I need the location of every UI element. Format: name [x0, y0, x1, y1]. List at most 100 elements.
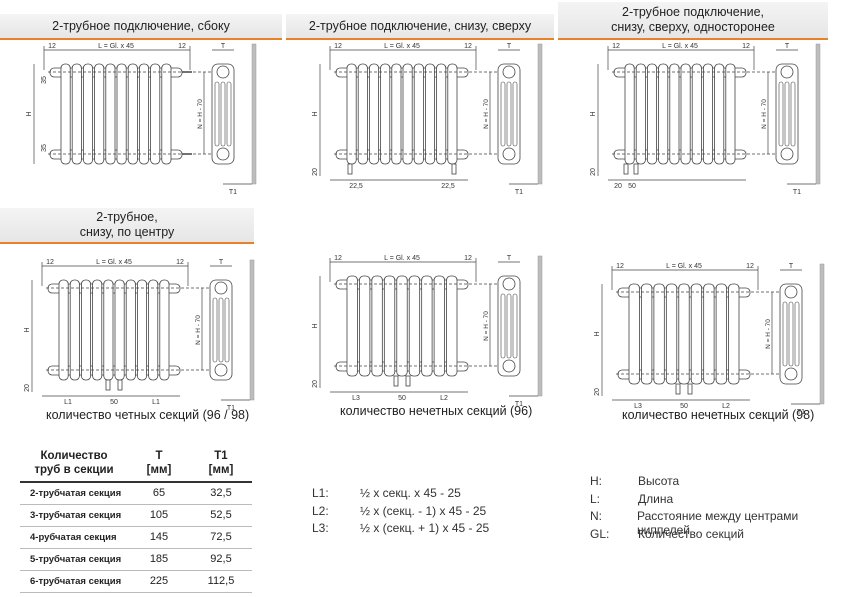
- row-name: 2-трубчатая секция: [20, 482, 128, 505]
- radiator-section: [371, 275, 383, 377]
- radiator-section: [380, 63, 391, 165]
- nipple-bottom-circle: [784, 367, 798, 381]
- dim-label-35-bottom: 35: [41, 144, 48, 152]
- dim-label-t1: T1: [227, 405, 235, 412]
- radiator-section: [391, 63, 402, 165]
- row-t1: 72,5: [190, 526, 252, 549]
- dim-label-12-right: 12: [464, 43, 472, 50]
- side-view-tube: [778, 81, 784, 147]
- nipple-bottom-circle: [502, 147, 516, 161]
- dim-label-height: H: [590, 111, 597, 116]
- radiator-section: [653, 283, 665, 385]
- dim-label-t1: T1: [515, 189, 523, 196]
- col-header-tubes: Количество труб в секции: [20, 447, 128, 483]
- radiator-section: [58, 279, 69, 381]
- dim-label-20: 20: [590, 168, 597, 176]
- header-one-sided-connection-line2: снизу, сверху, односторонее: [611, 20, 775, 34]
- header-center-connection-line2: снизу, по центру: [79, 225, 175, 239]
- dim-label-height: H: [594, 331, 601, 336]
- dim-label-12-right: 12: [742, 43, 750, 50]
- dim-label-22-5-left: 22,5: [349, 183, 363, 190]
- radiator-section: [71, 63, 82, 165]
- formula-key: L3:: [312, 521, 329, 535]
- dim-label-50: 50: [628, 183, 636, 190]
- header-side-connection: 2-трубное подключение, сбоку: [0, 14, 282, 40]
- col-header-t1-line2: [мм]: [208, 464, 234, 476]
- header-one-sided-connection-line1: 2-трубное подключение,: [622, 5, 764, 19]
- valve-connector: [347, 163, 353, 175]
- radiator-section: [346, 275, 358, 377]
- valve-connector: [117, 379, 123, 391]
- legend-value: Высота: [638, 474, 680, 488]
- radiator-section: [69, 279, 80, 381]
- radiator-section: [81, 279, 92, 381]
- col-header-t-line2: [мм]: [146, 464, 172, 476]
- radiator-section: [150, 63, 161, 165]
- radiator-section: [92, 279, 103, 381]
- radiator-section: [94, 63, 105, 165]
- legend-row: L: Длина: [590, 492, 850, 510]
- radiator-section: [148, 279, 159, 381]
- header-center-connection: 2-трубное, снизу, по центру: [0, 208, 254, 244]
- dim-label-n: N = H - 70: [195, 315, 202, 345]
- valve-connector: [451, 163, 457, 175]
- radiator-section: [396, 275, 408, 377]
- radiator-side-view: [209, 279, 233, 381]
- side-view-tube: [506, 81, 512, 147]
- header-one-sided-connection: 2-трубное подключение, снизу, сверху, од…: [558, 2, 828, 40]
- radiator-section: [624, 63, 635, 165]
- nipple-top-circle: [502, 65, 516, 79]
- nipple-top-circle: [780, 65, 794, 79]
- table-row: 4-рубчатая секция 145 72,5: [20, 526, 252, 549]
- radiator-section: [424, 63, 435, 165]
- valve-connector: [105, 379, 111, 391]
- valve-connector: [405, 375, 411, 387]
- table-row: 3-трубчатая секция 105 52,5: [20, 504, 252, 527]
- legend-value: Количество секций: [638, 526, 744, 541]
- side-view-tube: [218, 297, 224, 363]
- radiator-section: [357, 63, 368, 165]
- side-view-tube: [512, 293, 518, 359]
- radiator-side-view: [497, 275, 521, 377]
- col-header-t: T [мм]: [128, 447, 190, 483]
- radiator-section: [703, 63, 714, 165]
- dim-label-n: N = H - 70: [765, 319, 772, 349]
- dim-label-20-bottom: 20: [614, 183, 622, 190]
- side-view-tube: [506, 293, 512, 359]
- radiator-section: [402, 63, 413, 165]
- legend-key: L:: [590, 491, 601, 506]
- legend-key: GL:: [590, 526, 610, 541]
- radiator-section: [105, 63, 116, 165]
- radiator-section: [678, 283, 690, 385]
- radiator-section: [138, 63, 149, 165]
- radiator-section: [127, 63, 138, 165]
- caption-even-sections: количество четных секций (96 / 98): [46, 408, 250, 422]
- side-view-tube: [214, 81, 220, 147]
- legend-value: Расстояние между центрами ниппелей: [637, 509, 799, 537]
- dim-label-t1: T1: [797, 409, 805, 416]
- radiator-section: [159, 279, 170, 381]
- nipple-bottom-circle: [502, 359, 516, 373]
- side-view-tube: [226, 81, 232, 147]
- dim-label-12-right: 12: [176, 259, 184, 266]
- formula-value: ½ x (секц. + 1) x 45 - 25: [360, 521, 490, 535]
- legend-row: H: Высота: [590, 474, 850, 492]
- radiator-section: [647, 63, 658, 165]
- dim-label-height: H: [24, 327, 31, 332]
- radiator-section: [421, 275, 433, 377]
- dim-label-n: N = H - 70: [483, 311, 490, 341]
- table-row: 5-трубчатая секция 185 92,5: [20, 548, 252, 571]
- dim-label-height: H: [312, 111, 319, 116]
- wall: [537, 43, 543, 185]
- dim-label-50: 50: [110, 399, 118, 406]
- formula-value: ½ x секц. x 45 - 25: [360, 486, 461, 500]
- dim-label-t: T: [221, 43, 226, 50]
- abbreviation-legend: H: Высота L: Длина N: Расстояние между ц…: [590, 474, 850, 544]
- radiator-section: [628, 283, 640, 385]
- radiator-section: [714, 63, 725, 165]
- row-t: 225: [128, 570, 190, 593]
- header-bottom-top-connection: 2-трубное подключение, снизу, сверху: [286, 14, 554, 40]
- table-row: 6-трубчатая секция 225 112,5: [20, 570, 252, 593]
- radiator-section: [359, 275, 371, 377]
